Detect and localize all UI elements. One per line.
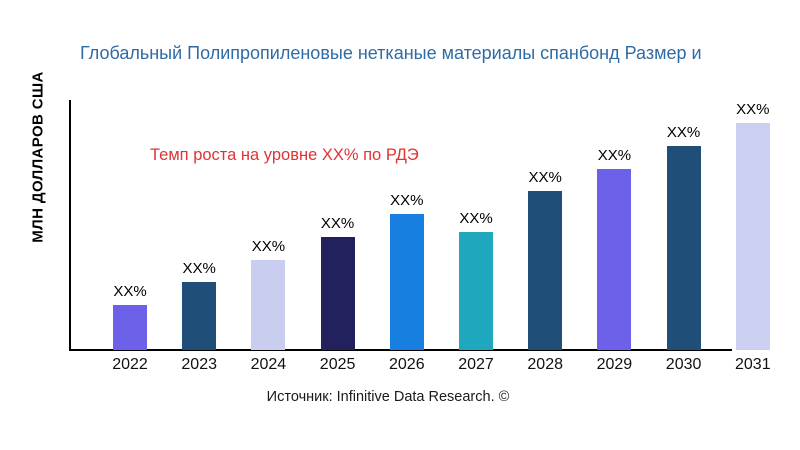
x-tick-label: 2024	[250, 356, 287, 373]
bar-2030	[666, 146, 701, 350]
bar-value-label: XX%	[736, 100, 770, 118]
bar-column-2027: XX% 2027	[442, 90, 510, 373]
x-tick-label: 2028	[527, 356, 563, 373]
bar-2031	[735, 123, 770, 350]
y-axis-line	[69, 100, 71, 350]
bar-value-label: XX%	[182, 259, 216, 277]
x-tick-label: 2031	[735, 356, 771, 373]
bar-2025	[320, 237, 355, 350]
bar-value-label: XX%	[113, 282, 147, 300]
bar-value-label: XX%	[528, 168, 562, 186]
bar-column-2024: XX% 2024	[234, 90, 302, 373]
x-tick-label: 2030	[665, 356, 702, 373]
bar-2028	[528, 191, 563, 350]
bar-column-2031: XX% 2031	[719, 90, 787, 373]
bar-column-2030: XX% 2030	[650, 90, 718, 373]
source-note: Источник: Infinitive Data Research. ©	[266, 389, 510, 405]
y-axis-label: МЛН ДОЛЛАРОВ США	[29, 71, 47, 243]
bar-column-2029: XX% 2029	[580, 90, 648, 373]
x-tick-label: 2027	[458, 356, 494, 373]
x-tick-label: 2029	[596, 356, 633, 373]
x-tick-label: 2022	[112, 356, 148, 373]
bar-value-label: XX%	[597, 146, 632, 164]
bar-2024	[251, 260, 286, 350]
x-axis-line	[69, 349, 732, 351]
bar-value-label: XX%	[390, 191, 424, 209]
page-title: Глобальный Полипропиленовые нетканые мат…	[80, 43, 702, 63]
growth-annotation: Темп роста на уровне XX% по РДЭ	[150, 146, 419, 164]
bar-column-2022: XX% 2022	[96, 90, 164, 373]
bar-value-label: XX%	[251, 237, 286, 255]
bar-value-label: XX%	[459, 209, 493, 227]
x-tick-label: 2026	[389, 356, 425, 373]
bar-2027	[459, 232, 493, 350]
x-tick-label: 2025	[319, 356, 356, 373]
bar-2026	[389, 214, 424, 350]
bar-column-2026: XX% 2026	[373, 90, 441, 373]
bar-value-label: XX%	[666, 123, 701, 141]
bar-column-2028: XX% 2028	[511, 90, 579, 373]
bar-value-label: XX%	[320, 214, 355, 232]
bar-column-2023: XX% 2023	[165, 90, 233, 373]
bar-2029	[597, 169, 632, 350]
bar-2022	[113, 305, 147, 350]
bar-column-2025: XX% 2025	[304, 90, 372, 373]
x-tick-label: 2023	[181, 356, 217, 373]
bar-2023	[182, 282, 217, 350]
